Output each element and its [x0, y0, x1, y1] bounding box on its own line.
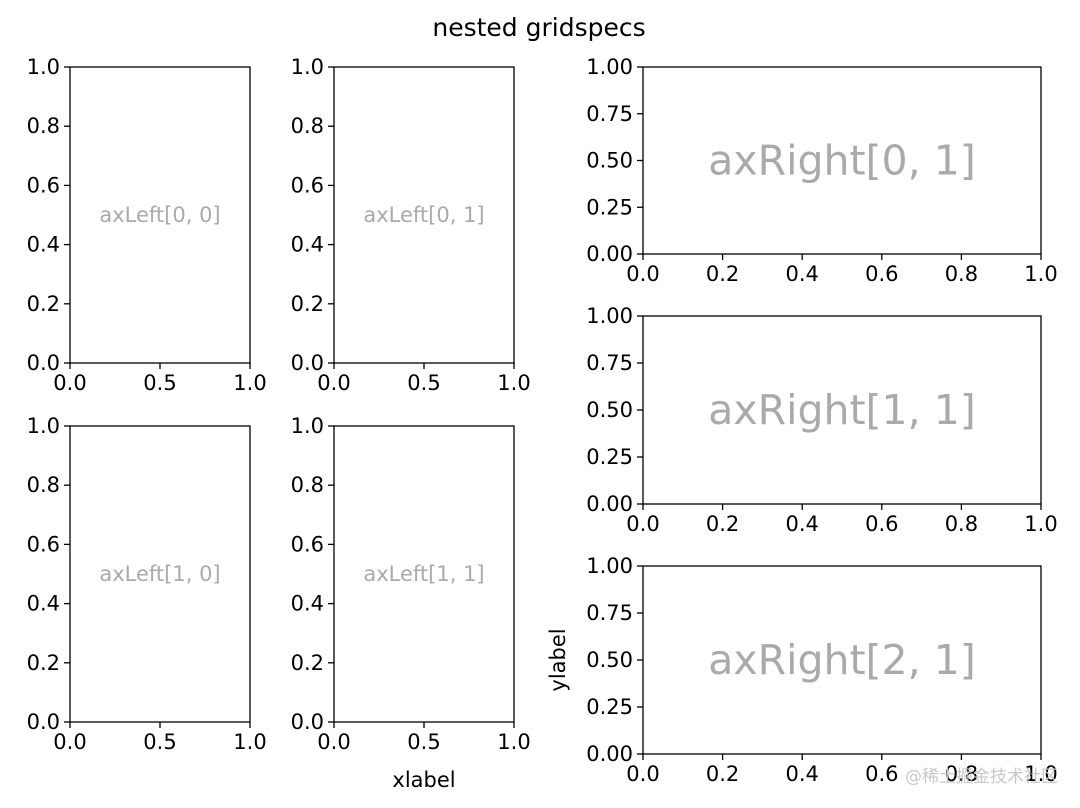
x-tick-label: 1.0	[233, 730, 266, 754]
x-tick-label: 1.0	[497, 371, 530, 395]
y-tick-label: 0.8	[291, 114, 324, 138]
x-tick-label: 1.0	[1024, 512, 1057, 536]
axes-panel-right01: 0.0 0.2 0.4 0.6 0.8 1.0 0.00 0.25 0.50 0.75 1.00 ax…	[586, 55, 1057, 286]
axes-panel-left11: 0.0 0.5 1.0 0.0 0.2 0.4 0.6 0.8 1.0 axLeft[1, 1] x…	[291, 414, 531, 792]
axes-annotation: axLeft[1, 0]	[99, 562, 220, 586]
x-tick-label: 0.0	[317, 730, 350, 754]
x-tick-label: 0.5	[143, 371, 176, 395]
y-tick-label: 1.00	[586, 55, 633, 79]
x-tick-label: 0.2	[706, 762, 739, 786]
y-tick-label: 0.8	[291, 473, 324, 497]
watermark-text: @稀土掘金技术社区	[905, 767, 1058, 787]
x-tick-label: 0.4	[785, 262, 818, 286]
x-tick-label: 0.8	[945, 512, 978, 536]
y-tick-label: 0.0	[27, 351, 60, 375]
x-tick-label: 0.0	[53, 730, 86, 754]
figure-title: nested gridspecs	[432, 13, 645, 42]
x-tick-label: 0.4	[785, 512, 818, 536]
y-tick-label: 0.4	[291, 233, 324, 257]
x-axis-label: xlabel	[392, 768, 455, 792]
axes-annotation: axRight[1, 1]	[708, 386, 976, 434]
y-tick-label: 0.25	[586, 445, 633, 469]
y-tick-label: 0.2	[27, 292, 60, 316]
y-tick-label: 0.6	[27, 173, 60, 197]
y-tick-label: 0.2	[291, 651, 324, 675]
y-tick-label: 0.6	[27, 532, 60, 556]
x-tick-label: 0.5	[407, 730, 440, 754]
y-tick-label: 0.25	[586, 195, 633, 219]
x-tick-label: 0.5	[407, 371, 440, 395]
y-tick-label: 0.4	[27, 233, 60, 257]
x-tick-label: 0.0	[53, 371, 86, 395]
y-tick-label: 1.00	[586, 554, 633, 578]
x-tick-label: 0.0	[626, 512, 659, 536]
x-tick-label: 0.4	[785, 762, 818, 786]
y-tick-label: 0.8	[27, 114, 60, 138]
axes-annotation: axLeft[0, 0]	[99, 203, 220, 227]
y-tick-label: 0.75	[586, 601, 633, 625]
axes-panel-left00: 0.0 0.5 1.0 0.0 0.2 0.4 0.6 0.8 1.0 axLeft[0, 0]	[27, 55, 267, 395]
y-tick-label: 0.4	[27, 592, 60, 616]
y-tick-label: 1.0	[291, 55, 324, 79]
y-tick-label: 0.6	[291, 532, 324, 556]
y-tick-label: 1.0	[291, 414, 324, 438]
x-tick-label: 0.0	[626, 762, 659, 786]
y-tick-label: 0.00	[586, 742, 633, 766]
y-tick-label: 1.00	[586, 304, 633, 328]
x-tick-label: 0.6	[865, 262, 898, 286]
x-tick-label: 1.0	[233, 371, 266, 395]
y-tick-label: 0.0	[291, 351, 324, 375]
x-tick-label: 1.0	[1024, 762, 1057, 786]
x-tick-label: 0.6	[865, 762, 898, 786]
x-tick-label: 0.2	[706, 262, 739, 286]
axes-annotation: axRight[0, 1]	[708, 137, 976, 185]
y-tick-label: 0.0	[27, 710, 60, 734]
x-tick-label: 0.2	[706, 512, 739, 536]
x-tick-label: 0.8	[945, 762, 978, 786]
x-tick-label: 1.0	[497, 730, 530, 754]
axes-panel-right21: 0.0 0.2 0.4 0.6 0.8 1.0 0.00 0.25 0.50 0.75 1.00 ax…	[546, 554, 1058, 786]
y-tick-label: 0.8	[27, 473, 60, 497]
x-tick-label: 0.0	[317, 371, 350, 395]
axes-panel-left10: 0.0 0.5 1.0 0.0 0.2 0.4 0.6 0.8 1.0 axLeft[1, 0]	[27, 414, 267, 754]
x-tick-label: 0.8	[945, 262, 978, 286]
axes-annotation: axRight[2, 1]	[708, 636, 976, 684]
y-tick-label: 0.2	[27, 651, 60, 675]
x-tick-label: 1.0	[1024, 262, 1057, 286]
y-tick-label: 0.75	[586, 102, 633, 126]
y-tick-label: 0.2	[291, 292, 324, 316]
x-tick-label: 0.6	[865, 512, 898, 536]
x-tick-label: 0.0	[626, 262, 659, 286]
y-tick-label: 1.0	[27, 414, 60, 438]
axes-annotation: axLeft[0, 1]	[363, 203, 484, 227]
y-tick-label: 0.00	[586, 492, 633, 516]
axes-annotation: axLeft[1, 1]	[363, 562, 484, 586]
y-tick-label: 0.0	[291, 710, 324, 734]
y-tick-label: 0.00	[586, 242, 633, 266]
x-tick-label: 0.5	[143, 730, 176, 754]
y-axis-label: ylabel	[546, 628, 570, 691]
y-tick-label: 0.75	[586, 351, 633, 375]
y-tick-label: 0.4	[291, 592, 324, 616]
y-tick-label: 0.50	[586, 398, 633, 422]
y-tick-label: 1.0	[27, 55, 60, 79]
y-tick-label: 0.50	[586, 149, 633, 173]
y-tick-label: 0.25	[586, 695, 633, 719]
y-tick-label: 0.6	[291, 173, 324, 197]
axes-panel-left01: 0.0 0.5 1.0 0.0 0.2 0.4 0.6 0.8 1.0 axLeft[0, 1]	[291, 55, 531, 395]
y-tick-label: 0.50	[586, 648, 633, 672]
axes-panel-right11: 0.0 0.2 0.4 0.6 0.8 1.0 0.00 0.25 0.50 0.75 1.00 ax…	[586, 304, 1057, 536]
